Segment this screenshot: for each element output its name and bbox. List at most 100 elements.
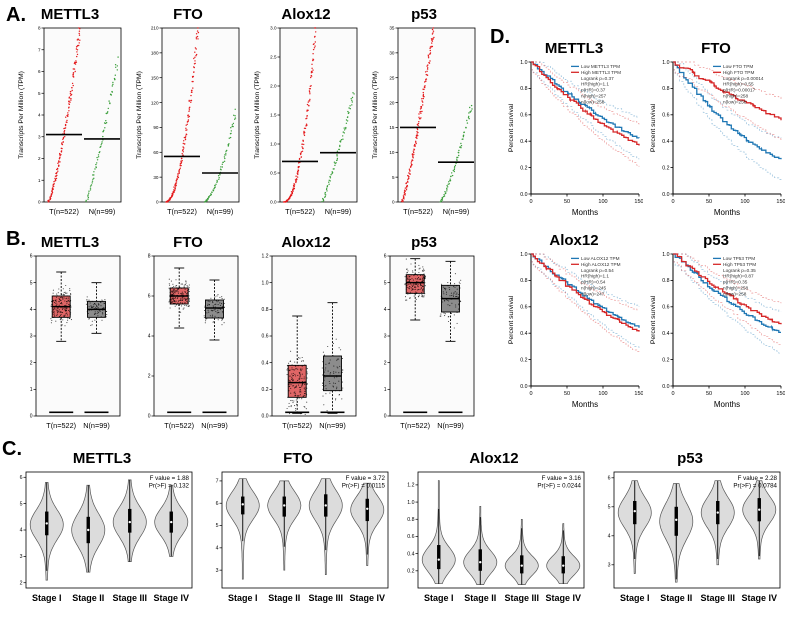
boxplot-alox12: Alox12 0.0 0.2 0.4 0.6 0.8 1.0 1.2 T(n=522) N(n=9… xyxy=(250,234,362,438)
chart-canvas: 0 50 100 150 0.0 0.2 0.4 0.6 0.8 1.0 Months Percent… xyxy=(650,252,785,409)
svg-text:6: 6 xyxy=(148,294,151,300)
svg-text:4: 4 xyxy=(30,307,33,313)
svg-text:0: 0 xyxy=(529,199,532,205)
svg-text:50: 50 xyxy=(706,199,712,205)
svg-text:50: 50 xyxy=(564,391,570,397)
svg-text:100: 100 xyxy=(740,199,749,205)
svg-text:Stage II: Stage II xyxy=(464,593,496,603)
svg-text:100: 100 xyxy=(598,391,607,397)
svg-text:3: 3 xyxy=(30,334,33,340)
svg-text:0.8: 0.8 xyxy=(262,307,269,313)
svg-text:5: 5 xyxy=(384,280,387,286)
svg-text:120: 120 xyxy=(151,100,159,105)
violin-plot-fto: FTO 3 4 5 6 7 Stage I Stage II Stage III Stage IV… xyxy=(204,450,392,616)
svg-text:Stage I: Stage I xyxy=(620,593,650,603)
svg-text:0: 0 xyxy=(30,414,33,420)
svg-text:Stage II: Stage II xyxy=(268,593,300,603)
chart-title: METTL3 xyxy=(72,450,132,467)
svg-text:4: 4 xyxy=(38,113,41,118)
svg-text:4: 4 xyxy=(148,334,151,340)
svg-text:1: 1 xyxy=(38,178,41,183)
svg-text:F value = 3.16: F value = 3.16 xyxy=(542,475,582,482)
svg-text:T(n=522): T(n=522) xyxy=(49,207,79,216)
svg-text:Pr(>F) = 0.132: Pr(>F) = 0.132 xyxy=(149,483,190,490)
svg-text:0.8: 0.8 xyxy=(662,278,669,284)
svg-text:150: 150 xyxy=(776,199,785,205)
svg-text:0.4: 0.4 xyxy=(262,360,269,366)
svg-text:High FTO TPM: High FTO TPM xyxy=(723,70,754,75)
svg-text:HR(high)=0.55: HR(high)=0.55 xyxy=(723,82,754,87)
svg-text:F value = 3.72: F value = 3.72 xyxy=(346,475,386,482)
chart-canvas: 0 50 100 150 0.0 0.2 0.4 0.6 0.8 1.0 Months Percent… xyxy=(650,60,785,217)
svg-text:Low TP53 TPM: Low TP53 TPM xyxy=(723,256,755,261)
svg-text:N(n=99): N(n=99) xyxy=(319,421,346,430)
svg-text:Stage III: Stage III xyxy=(504,593,539,603)
svg-text:8: 8 xyxy=(148,254,151,260)
svg-text:5: 5 xyxy=(20,501,23,507)
svg-text:6: 6 xyxy=(30,254,33,260)
svg-text:0.0: 0.0 xyxy=(270,200,277,205)
svg-text:0.8: 0.8 xyxy=(662,86,669,92)
chart-title: p53 xyxy=(703,232,729,249)
svg-text:0.6: 0.6 xyxy=(662,305,669,311)
chart-title: FTO xyxy=(173,234,203,251)
chart-canvas: 0 30 60 90 120 150 180 210 Transcripts Per Milli… xyxy=(136,26,240,216)
survival-plot-mettl3: METTL3 0 50 100 150 0.0 0.2 0.4 0.6 0.8 1.0 Months P… xyxy=(505,40,643,222)
svg-text:1.0: 1.0 xyxy=(520,252,527,258)
svg-text:T(n=522): T(n=522) xyxy=(403,207,433,216)
svg-text:Stage III: Stage III xyxy=(308,593,343,603)
svg-text:Transcripts Per Million (TPM): Transcripts Per Million (TPM) xyxy=(254,71,261,159)
svg-text:Stage IV: Stage IV xyxy=(545,593,581,603)
chart-title: Alox12 xyxy=(469,450,519,467)
chart-title: METTL3 xyxy=(544,40,604,57)
svg-text:1.0: 1.0 xyxy=(407,500,414,506)
svg-text:n(high)=257: n(high)=257 xyxy=(581,94,607,99)
expression-dot-plot-alox12: Alox12 0.0 0.5 1.0 1.5 2.0 2.5 3.0 Transcripts P… xyxy=(250,6,362,224)
svg-text:2: 2 xyxy=(30,360,33,366)
chart-canvas: 3 4 5 6 Stage I Stage II Stage III Stage IV F va… xyxy=(608,471,781,603)
svg-text:n(high)=258: n(high)=258 xyxy=(723,94,749,99)
svg-text:Stage IV: Stage IV xyxy=(741,593,777,603)
svg-text:0: 0 xyxy=(148,414,151,420)
svg-text:6: 6 xyxy=(216,501,219,507)
violin-plot-mettl3: METTL3 2 3 4 5 6 Stage I Stage II Stage III Stage… xyxy=(8,450,196,616)
svg-text:p(HR)=0.00017: p(HR)=0.00017 xyxy=(723,88,756,93)
expression-dot-plot-fto: FTO 0 30 60 90 120 150 180 210 Transcripts Per Mi… xyxy=(132,6,244,224)
svg-text:Stage II: Stage II xyxy=(72,593,104,603)
svg-text:Stage I: Stage I xyxy=(32,593,62,603)
svg-text:3: 3 xyxy=(608,563,611,569)
svg-text:p(HR)=0.54: p(HR)=0.54 xyxy=(581,280,606,285)
svg-text:0.6: 0.6 xyxy=(407,534,414,540)
svg-text:20: 20 xyxy=(389,100,395,105)
svg-text:7: 7 xyxy=(216,479,219,485)
svg-text:2.5: 2.5 xyxy=(270,55,277,60)
chart-title: p53 xyxy=(411,6,437,23)
svg-text:6: 6 xyxy=(384,254,387,260)
svg-text:Pr(>F) = 0.0784: Pr(>F) = 0.0784 xyxy=(733,483,777,490)
svg-text:0.4: 0.4 xyxy=(520,331,527,337)
chart-title: Alox12 xyxy=(549,232,599,249)
svg-text:50: 50 xyxy=(564,199,570,205)
svg-text:8: 8 xyxy=(38,26,41,31)
svg-text:N(n=99): N(n=99) xyxy=(89,207,116,216)
svg-text:0.2: 0.2 xyxy=(662,357,669,363)
svg-text:Low FTO TPM: Low FTO TPM xyxy=(723,64,753,69)
chart-canvas: 0 1 2 3 4 5 6 T(n=522) N(n=99) xyxy=(30,254,121,430)
svg-text:2: 2 xyxy=(38,156,41,161)
svg-text:n(low)=258: n(low)=258 xyxy=(723,99,747,104)
svg-text:T(n=522): T(n=522) xyxy=(46,421,76,430)
svg-text:N(n=99): N(n=99) xyxy=(207,207,234,216)
svg-text:5: 5 xyxy=(38,91,41,96)
svg-text:180: 180 xyxy=(151,51,159,56)
svg-text:0.2: 0.2 xyxy=(520,165,527,171)
panel-d-label: D. xyxy=(490,26,510,48)
survival-plot-fto: FTO 0 50 100 150 0.0 0.2 0.4 0.6 0.8 1.0 Months Perc… xyxy=(647,40,785,222)
svg-text:HR(high)=0.87: HR(high)=0.87 xyxy=(723,274,754,279)
chart-canvas: 0 5 10 15 20 25 30 35 Transcripts Per Million (T… xyxy=(372,26,476,216)
svg-text:1.2: 1.2 xyxy=(407,483,414,489)
svg-text:10: 10 xyxy=(389,150,395,155)
svg-text:5: 5 xyxy=(392,175,395,180)
svg-text:6: 6 xyxy=(20,475,23,481)
svg-text:T(n=522): T(n=522) xyxy=(282,421,312,430)
